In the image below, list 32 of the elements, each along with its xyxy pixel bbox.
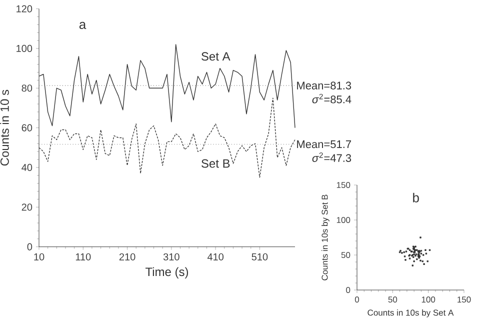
x-tick-label: 0 [354,296,360,303]
x-tick-label: 110 [76,253,91,260]
text: σ$^{2}$=47.3 [312,152,352,162]
x-tick-label: 10 [34,253,44,260]
y-tick-label: 150 [336,182,350,188]
y-tick-label: 120 [16,5,32,12]
ref-line-label: Mean=51.7 [297,140,351,148]
annotation: b [413,192,419,202]
text: σ$^{2}$=85.4 [312,94,352,104]
y-tick-label: 100 [336,217,350,224]
series-label: Set B [202,159,230,168]
x-tick-label: 310 [163,253,180,260]
x-tick-label: 210 [119,253,136,260]
x-tick-label: 150 [458,296,471,303]
x-tick-label: 410 [207,253,224,260]
y-tick-label: 0 [346,287,350,294]
y-axis-title: Counts in 10 s [0,90,9,166]
annotation: a [79,22,86,30]
y-axis-title: Counts in 10s by Set B [322,194,330,280]
x-tick-label: 100 [422,296,436,303]
y-tick-label: 100 [16,44,32,52]
y-tick-label: 60 [22,124,32,132]
y-tick-label: 0 [27,243,32,250]
x-tick-label: 510 [252,253,268,260]
ref-line-label: Mean=81.3 [297,82,352,90]
y-tick-label: 40 [22,164,32,172]
y-tick-label: 20 [22,204,32,211]
y-tick-label: 80 [22,84,32,92]
series-label: Set A [202,52,230,61]
x-axis-title: Counts in 10s by Set A [368,309,454,318]
x-axis-title: Time (s) [145,267,188,278]
x-tick-label: 50 [388,296,398,303]
